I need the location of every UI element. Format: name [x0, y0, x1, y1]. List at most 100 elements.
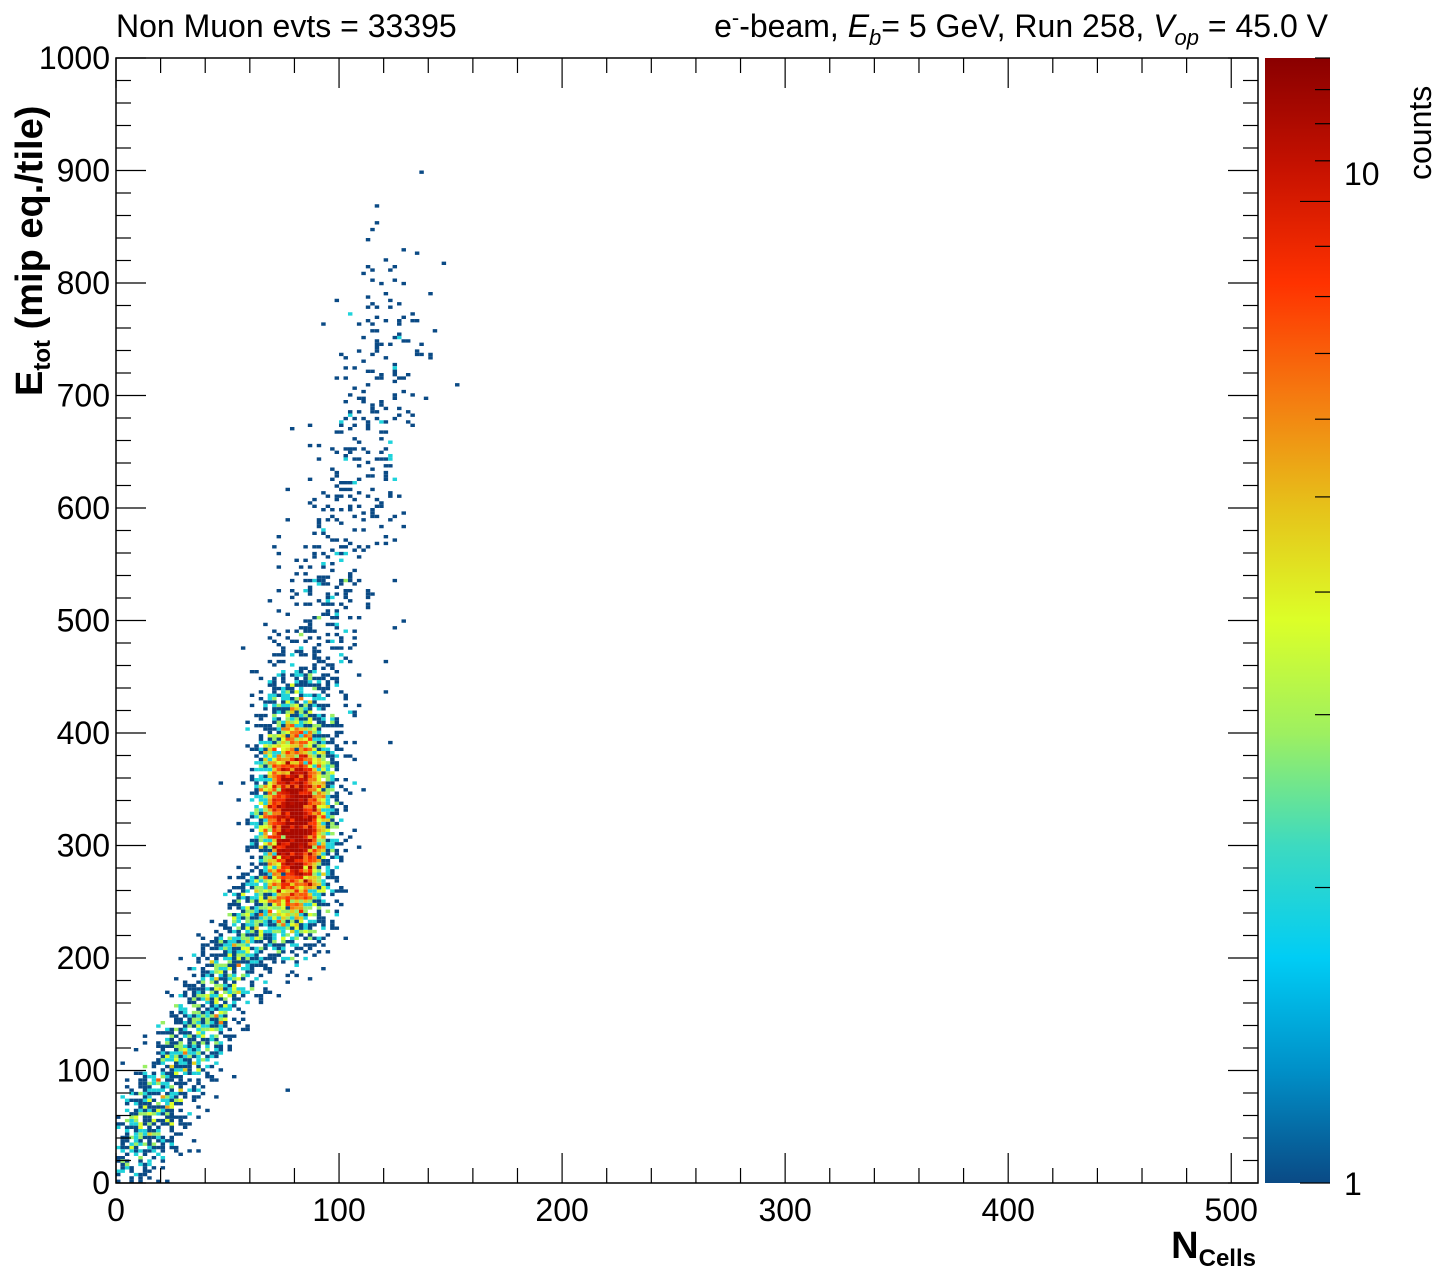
heatmap-cell: [303, 859, 308, 863]
heatmap-cell: [370, 268, 375, 272]
heatmap-cell: [254, 889, 259, 893]
heatmap-cell: [147, 1105, 152, 1109]
heatmap-cell: [245, 946, 250, 951]
heatmap-cell: [129, 1098, 134, 1102]
heatmap-cell: [267, 842, 273, 846]
heatmap-cell: [374, 342, 380, 346]
heatmap-cell: [272, 835, 277, 839]
heatmap-cell: [205, 1044, 210, 1048]
heatmap-cell: [312, 811, 317, 816]
heatmap-cell: [231, 1004, 237, 1008]
heatmap-cell: [397, 413, 402, 417]
heatmap-cell: [285, 740, 290, 745]
heatmap-cell: [258, 913, 264, 917]
heatmap-cell: [187, 1088, 192, 1092]
heatmap-cell: [240, 977, 246, 981]
heatmap-cell: [339, 545, 344, 549]
heatmap-cell: [321, 751, 326, 755]
heatmap-cell: [370, 227, 375, 232]
heatmap-cell: [285, 747, 290, 751]
heatmap-cell: [169, 1041, 174, 1045]
heatmap-cell: [196, 1051, 201, 1055]
heatmap-cell: [142, 1064, 148, 1069]
heatmap-cell: [316, 457, 322, 461]
heatmap-cell: [214, 1048, 219, 1052]
heatmap-cell: [316, 744, 322, 748]
heatmap-cell: [227, 929, 232, 934]
heatmap-cell: [281, 724, 286, 728]
heatmap-cell: [339, 430, 344, 434]
heatmap-cell: [307, 724, 313, 728]
heatmap-cell: [267, 764, 273, 768]
heatmap-cell: [325, 791, 331, 795]
heatmap-cell: [200, 994, 206, 998]
heatmap-cell: [272, 717, 277, 721]
heatmap-cell: [330, 825, 335, 829]
heatmap-cell: [289, 811, 295, 816]
heatmap-cell: [374, 376, 380, 380]
heatmap-cell: [223, 946, 228, 951]
heatmap-cell: [263, 700, 268, 704]
heatmap-cell: [285, 980, 290, 984]
heatmap-cell: [151, 1064, 157, 1069]
heatmap-cell: [316, 778, 322, 782]
heatmap-cell: [312, 703, 317, 708]
heatmap-cell: [205, 1041, 210, 1045]
heatmap-cell: [156, 1058, 161, 1062]
heatmap-cell: [240, 950, 246, 954]
heatmap-cell: [263, 761, 268, 765]
heatmap-cell: [294, 906, 299, 910]
heatmap-cell: [133, 1172, 139, 1177]
heatmap-cell: [325, 673, 331, 677]
heatmap-cell: [142, 1041, 148, 1045]
heatmap-cell: [200, 1021, 206, 1025]
heatmap-cell: [392, 477, 398, 481]
heatmap-cell: [289, 886, 295, 890]
heatmap-cell: [276, 875, 282, 880]
heatmap-cell: [178, 1010, 183, 1015]
heatmap-cell: [245, 940, 250, 944]
heatmap-cell: [245, 950, 250, 954]
heatmap-cell: [325, 761, 331, 765]
heatmap-cell: [200, 946, 206, 951]
heatmap-cell: [428, 356, 433, 360]
heatmap-cell: [267, 956, 273, 961]
heatmap-cell: [334, 764, 340, 768]
heatmap-cell: [312, 943, 317, 947]
heatmap-cell: [240, 882, 246, 886]
heatmap-cell: [272, 545, 277, 549]
heatmap-cell: [285, 869, 290, 873]
heatmap-cell: [289, 875, 295, 880]
heatmap-cell: [196, 1014, 201, 1018]
heatmap-cell: [316, 865, 322, 870]
heatmap-cell: [307, 693, 313, 697]
heatmap-cell: [298, 710, 304, 714]
y-tick-label: 0: [92, 1165, 110, 1201]
heatmap-cell: [294, 808, 299, 812]
heatmap-cell: [129, 1176, 134, 1180]
heatmap-cell: [173, 1048, 179, 1052]
heatmap-cell: [352, 629, 357, 633]
heatmap-cell: [272, 754, 277, 758]
heatmap-cell: [392, 379, 398, 384]
heatmap-cell: [209, 953, 215, 957]
heatmap-cell: [272, 919, 277, 924]
heatmap-cell: [307, 578, 313, 583]
heatmap-cell: [182, 1051, 188, 1055]
heatmap-cell: [276, 950, 282, 954]
heatmap-cell: [178, 1021, 183, 1025]
heatmap-cell: [223, 1010, 228, 1015]
heatmap-cell: [289, 821, 295, 826]
heatmap-cell: [276, 740, 282, 745]
heatmap-cell: [303, 767, 308, 772]
heatmap-cell: [240, 896, 246, 900]
heatmap-cell: [120, 1122, 125, 1126]
heatmap-cell: [272, 744, 277, 748]
heatmap-cell: [321, 761, 326, 765]
heatmap-cell: [379, 437, 384, 441]
heatmap-cell: [129, 1145, 134, 1150]
heatmap-cell: [272, 798, 277, 802]
heatmap-cell: [124, 1162, 130, 1167]
heatmap-cell: [160, 1048, 166, 1052]
heatmap-cell: [294, 778, 299, 782]
